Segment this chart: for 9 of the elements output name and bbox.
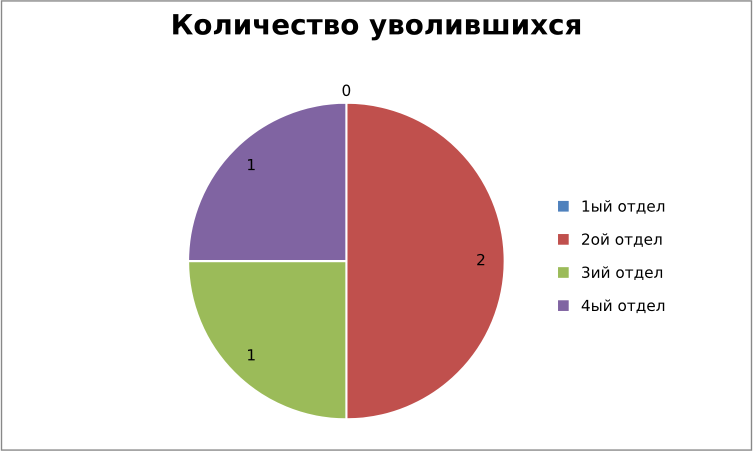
data-label: 2	[477, 254, 484, 266]
text: 0	[342, 84, 350, 96]
data-label: 1	[248, 349, 255, 360]
legend-label: 3ий отдел	[582, 266, 662, 280]
chart-title: Количество уволившихся	[173, 14, 580, 40]
legend-label: 2ой отдел	[582, 233, 662, 247]
data-label: 1	[248, 158, 255, 170]
legend-label: 1ый отдел	[582, 200, 664, 214]
legend-label: 4ый отдел	[582, 299, 664, 314]
